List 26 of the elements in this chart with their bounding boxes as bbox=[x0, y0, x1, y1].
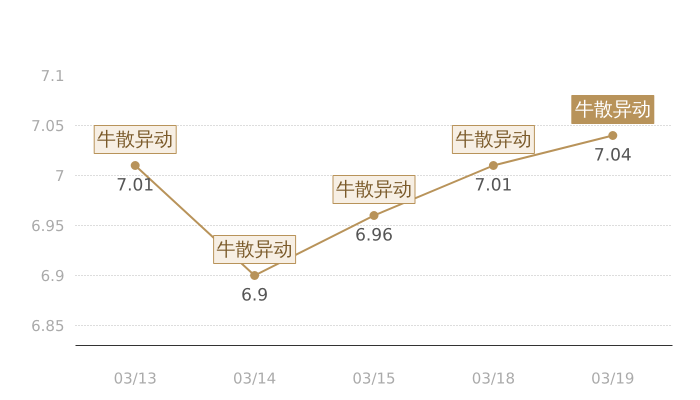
point bbox=[250, 271, 260, 280]
x-tick-label: 03/15 bbox=[352, 370, 396, 388]
x-tick-label: 03/13 bbox=[114, 370, 157, 388]
annotation: 牛散异动 bbox=[216, 238, 293, 260]
data-label: 6.9 bbox=[241, 286, 268, 306]
point bbox=[608, 131, 618, 140]
x-tick-label: 03/18 bbox=[472, 370, 516, 388]
annotation: 牛散异动 bbox=[97, 128, 174, 150]
y-tick-label: 6.9 bbox=[40, 267, 65, 285]
annotation: 牛散异动 bbox=[455, 128, 532, 150]
y-tick-label: 7.1 bbox=[40, 67, 65, 85]
x-tick-label: 03/19 bbox=[591, 370, 634, 388]
y-tick-label: 6.95 bbox=[31, 217, 65, 235]
data-label: 7.04 bbox=[594, 146, 632, 166]
point bbox=[370, 211, 378, 220]
y-tick-label: 6.85 bbox=[31, 317, 65, 335]
data-label: 7.01 bbox=[474, 176, 512, 196]
data-label: 7.01 bbox=[116, 176, 154, 196]
point bbox=[130, 161, 140, 170]
x-tick-label: 03/14 bbox=[232, 370, 276, 388]
annotation: 牛散异动 bbox=[574, 98, 651, 120]
point bbox=[488, 161, 498, 170]
y-tick-label: 7.05 bbox=[31, 117, 65, 135]
annotation: 牛散异动 bbox=[336, 178, 412, 200]
y-tick-label: 7 bbox=[54, 167, 65, 185]
data-label: 6.96 bbox=[355, 226, 393, 246]
